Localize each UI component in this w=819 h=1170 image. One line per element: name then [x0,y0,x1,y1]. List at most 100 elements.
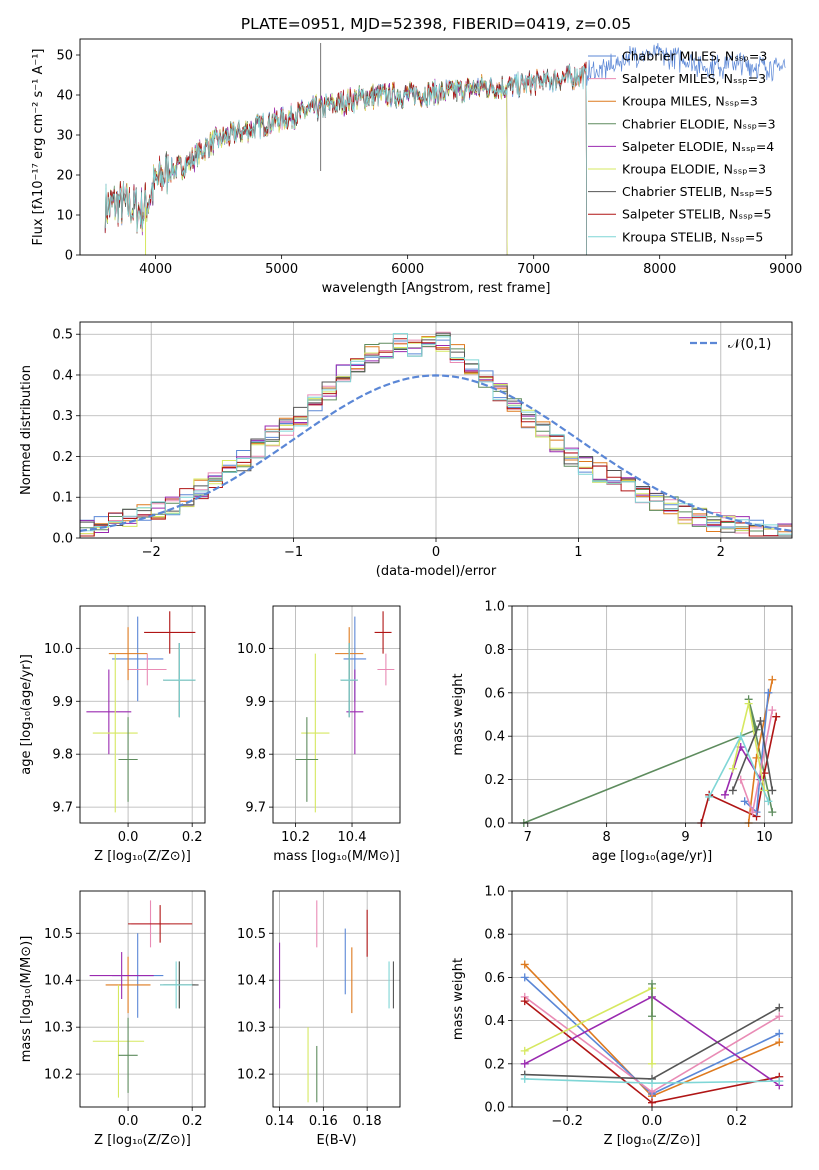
x-axis-label: Z [log₁₀(Z/Z⊙)] [94,1133,191,1148]
y-tick-label: 0.1 [52,491,73,506]
y-tick-label: 9.7 [245,801,266,816]
errorbars-mass_vs_Z [89,900,199,1098]
y-tick-label: 10.3 [44,1021,73,1036]
weight-marker-salpeter_miles [775,1012,784,1021]
x-tick-label: 1 [574,545,582,560]
y-tick-label: 9.9 [52,695,73,710]
weight-marker-chabrier_elodie [768,808,777,817]
y-axis-label: age [log₁₀(age/yr)] [19,654,34,775]
weight-marker-chabrier_elodie [648,1012,656,1021]
spectrum-frame [79,38,793,256]
weight-marker-salpeter_stelib [772,712,781,721]
weight-marker-kroupa_stelib [520,1074,529,1083]
histograms [79,331,793,538]
weight-marker-chabrier_miles [740,797,749,806]
y-tick-label: 1.0 [484,885,505,900]
weight-marker-kroupa_miles [775,1038,784,1047]
lines-weight_vs_age [519,675,781,827]
y-axis-label: Normed distribution [19,365,34,495]
y-tick-label: 10.0 [44,642,73,657]
y-tick-label: 10 [56,209,73,224]
x-tick-label: 8 [603,830,611,845]
age_vs_mass-frame [272,605,401,824]
x-tick-label: 7000 [517,262,550,277]
weight-marker-chabrier_miles [520,973,529,982]
y-tick-label: 0.8 [484,643,505,658]
y-tick-label: 0.3 [52,409,73,424]
weight_vs_age-frame [511,605,793,824]
lines-weight_vs_Z [520,960,784,1107]
y-tick-label: 0.4 [484,1014,505,1029]
y-tick-label: 0.4 [52,368,73,383]
y-tick-label: 0.2 [52,450,73,465]
legend-entry: Salpeter STELIB, Nₛₛₚ=5 [622,207,772,222]
y-tick-label: 30 [56,129,73,144]
weight-marker-chabrier_stelib [728,786,737,795]
x-tick-label: 0.2 [182,1114,203,1129]
x-tick-label: 0.0 [118,1114,139,1129]
x-tick-label: 2 [717,545,725,560]
weight-marker-kroupa_stelib [648,1079,656,1088]
y-tick-label: 0.5 [52,328,73,343]
legend-entry: Kroupa STELIB, Nₛₛₚ=5 [622,229,763,244]
chart-title: PLATE=0951, MJD=52398, FIBERID=0419, z=0… [241,15,631,33]
y-tick-label: 10.4 [237,974,266,989]
weight-marker-chabrier_miles [764,688,773,697]
y-tick-label: 40 [56,89,73,104]
y-tick-label: 9.8 [245,748,266,763]
x-tick-label: 7 [524,830,532,845]
x-tick-label: 5000 [265,262,298,277]
x-tick-label: 10.4 [338,830,367,845]
y-tick-label: 0.6 [484,971,505,986]
histogram-kroupa_stelib [79,333,792,538]
x-tick-label: −0.2 [551,1114,583,1129]
weight-marker-kroupa_elodie [744,699,753,708]
x-tick-label: 0.2 [182,830,203,845]
x-tick-label: 8000 [643,262,676,277]
weight_vs_Z-frame [511,890,793,1108]
legend-entry-normal: 𝒩(0,1) [728,337,771,352]
y-tick-label: 9.7 [52,801,73,816]
errorbars-age_vs_Z [86,611,196,813]
y-tick-label: 9.9 [245,695,266,710]
x-tick-label: 6000 [391,262,424,277]
legend: Chabrier MILES, Nₛₛₚ=3 Salpeter MILES, Nₛ… [588,49,776,244]
axes-weight_vs_Z: −0.2 0.0 0.2 0.0 0.2 0.4 0.6 0.8 1.0 Z [log₁₀(Z/Z… [451,885,792,1148]
legend-entry: Salpeter MILES, Nₛₛₚ=3 [622,71,766,86]
x-axis-label: wavelength [Angstrom, rest frame] [322,281,551,296]
x-axis-label: (data-model)/error [376,564,497,579]
y-tick-label: 10.4 [44,974,73,989]
x-tick-label: 9 [681,830,689,845]
legend-entry: Salpeter ELODIE, Nₛₛₚ=4 [622,139,774,154]
x-tick-label: 0.2 [727,1114,748,1129]
y-axis-label: mass [log₁₀(M/M⊙)] [19,936,34,1063]
weight-marker-salpeter_stelib [648,1098,656,1107]
y-tick-label: 20 [56,169,73,184]
legend-entry: Kroupa MILES, Nₛₛₚ=3 [622,94,758,109]
x-tick-label: 10.2 [281,830,310,845]
weight-marker-kroupa_stelib [764,797,773,806]
legend-entry: Chabrier ELODIE, Nₛₛₚ=3 [622,116,776,131]
legend-entry: Kroupa ELODIE, Nₛₛₚ=3 [622,162,766,177]
y-tick-label: 0.0 [484,817,505,832]
y-tick-label: 10.3 [237,1021,266,1036]
x-tick-label: 0.18 [353,1114,382,1129]
x-tick-label: 0.16 [309,1114,338,1129]
y-tick-label: 10.5 [237,927,266,942]
y-tick-label: 10.2 [44,1068,73,1083]
y-tick-label: 0.4 [484,730,505,745]
normal-curve [79,374,793,532]
axes-weight_vs_age: 7 8 9 10 0.0 0.2 0.4 0.6 0.8 1.0 age [log₁₀(age/yr… [451,600,792,864]
x-axis-label: age [log₁₀(age/yr)] [592,849,713,864]
weight-marker-kroupa_stelib [775,1077,784,1086]
x-axis-label: E(B-V) [316,1133,356,1148]
axes-mass_vs_ebv: 0.14 0.16 0.18 10.2 10.3 10.4 10.5 E(B-V) [237,891,400,1148]
x-axis-label: Z [log₁₀(Z/Z⊙)] [94,849,191,864]
weight-marker-salpeter_miles [748,808,757,817]
y-tick-label: 0.2 [484,773,505,788]
weight-marker-chabrier_miles [775,1029,784,1038]
age_vs_Z-frame [79,605,206,824]
x-tick-label: 0 [432,545,440,560]
y-axis-label: mass weight [451,673,466,755]
